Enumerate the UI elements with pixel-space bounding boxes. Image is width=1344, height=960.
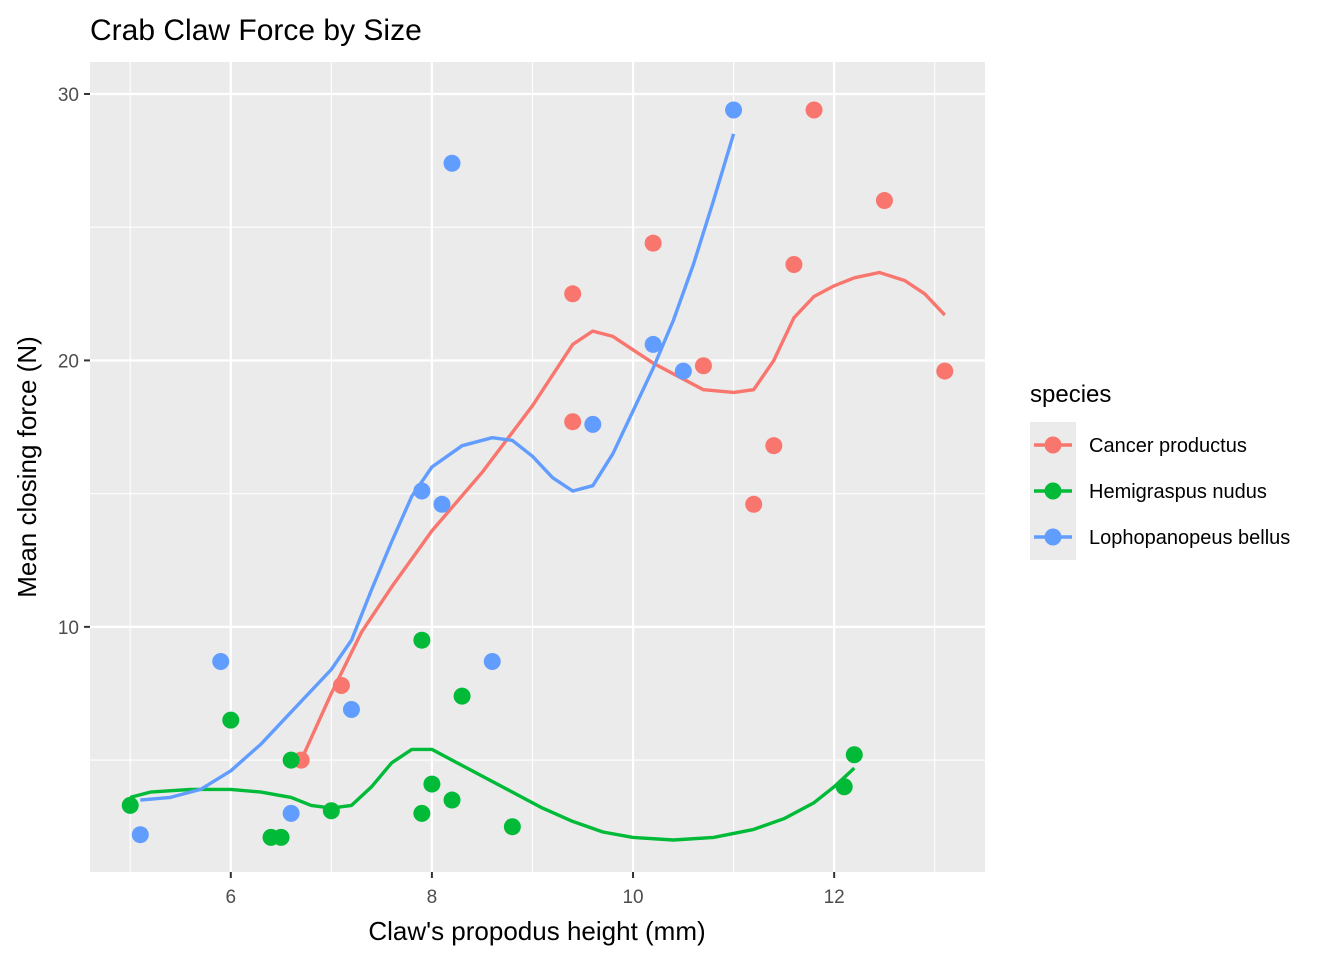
data-point <box>564 285 582 303</box>
x-tick-label: 8 <box>427 887 438 908</box>
data-point <box>745 495 763 513</box>
data-point <box>694 357 712 375</box>
data-points <box>121 101 954 846</box>
plot-panel <box>90 62 985 872</box>
x-tick-label: 6 <box>225 887 236 908</box>
legend-key-point <box>1044 482 1062 500</box>
data-point <box>282 804 300 822</box>
data-point <box>433 495 451 513</box>
data-point <box>322 802 340 820</box>
data-point <box>121 796 139 814</box>
data-point <box>131 826 149 844</box>
data-point <box>483 653 501 671</box>
legend: species Cancer productus Hemigraspus nudu… <box>1030 381 1290 560</box>
minor-gridlines <box>90 62 985 872</box>
data-point <box>584 415 602 433</box>
smooth-line <box>129 747 856 842</box>
legend-key-point <box>1044 436 1062 454</box>
data-point <box>443 154 461 172</box>
data-point <box>332 676 350 694</box>
x-tick-label: 12 <box>824 887 845 908</box>
data-point <box>674 362 692 380</box>
data-point <box>644 335 662 353</box>
x-axis-ticks: 6 8 10 12 <box>225 872 845 908</box>
data-point <box>443 791 461 809</box>
legend-label: Hemigraspus nudus <box>1089 481 1267 503</box>
legend-title: species <box>1030 381 1111 408</box>
data-point <box>564 413 582 431</box>
data-point <box>835 778 853 796</box>
data-point <box>644 234 662 252</box>
data-point <box>282 751 300 769</box>
y-tick-label: 10 <box>58 618 79 639</box>
chart-title: Crab Claw Force by Size <box>90 14 422 47</box>
legend-label: Cancer productus <box>1089 435 1247 457</box>
data-point <box>272 828 290 846</box>
data-point <box>453 687 471 705</box>
data-point <box>875 192 893 210</box>
data-point <box>805 101 823 119</box>
data-point <box>845 746 863 764</box>
data-point <box>725 101 743 119</box>
y-axis-title: Mean closing force (N) <box>12 336 42 598</box>
data-point <box>423 775 441 793</box>
data-point <box>413 804 431 822</box>
x-tick-label: 10 <box>622 887 643 908</box>
y-tick-label: 30 <box>58 85 79 106</box>
x-axis-title: Claw's propodus height (mm) <box>368 916 705 946</box>
legend-items: Cancer productus Hemigraspus nudus Lophopa… <box>1030 422 1290 560</box>
data-point <box>936 362 954 380</box>
data-point <box>503 818 521 836</box>
legend-key-point <box>1044 528 1062 546</box>
data-point <box>765 437 783 455</box>
y-tick-label: 20 <box>58 351 79 372</box>
data-point <box>785 256 803 273</box>
data-point <box>342 700 360 718</box>
y-axis-ticks: 10 20 30 <box>58 85 90 639</box>
data-point <box>212 653 230 671</box>
data-point <box>413 482 431 500</box>
data-point <box>413 631 431 649</box>
legend-label: Lophopanopeus bellus <box>1089 527 1290 549</box>
data-point <box>222 711 240 729</box>
smooth-line <box>140 133 736 802</box>
